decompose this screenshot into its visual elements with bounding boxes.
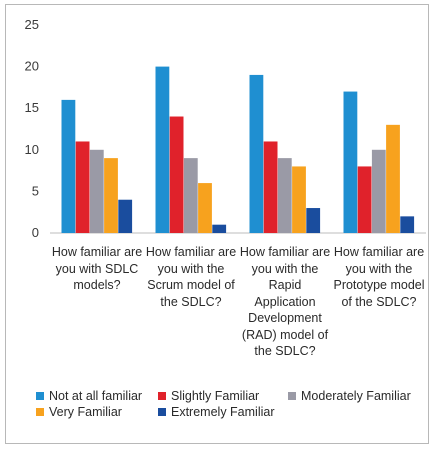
category-label-line: of the SDLC? <box>341 294 417 309</box>
legend-swatch <box>36 392 44 400</box>
bar-slightly-familiar <box>169 116 184 233</box>
legend-swatch <box>158 392 166 400</box>
category-label-line: How familiar are <box>51 245 143 259</box>
category-label-line: you with SDLC <box>55 261 139 276</box>
category-label-line: you with the <box>251 261 319 276</box>
category-label: How familiar are you with the Rapid Applica… <box>237 244 333 360</box>
category-label-line: the SDLC? <box>254 344 316 358</box>
bar-extremely-familiar <box>306 208 321 233</box>
legend-item: Very Familiar <box>36 405 122 419</box>
bar-extremely-familiar <box>400 216 415 233</box>
chart-frame: 0 5 10 15 20 25 How familiar are you with SDLC… <box>5 4 429 444</box>
legend-item: Extremely Familiar <box>158 405 275 419</box>
legend-swatch <box>36 408 44 416</box>
legend-swatch <box>158 408 166 416</box>
y-tick-label: 5 <box>32 183 39 198</box>
category-label-line: you with the <box>345 261 413 276</box>
y-tick-label: 20 <box>25 59 39 74</box>
bar-not-at-all-familiar <box>343 91 358 233</box>
legend-item: Slightly Familiar <box>158 389 259 403</box>
legend-swatch <box>288 392 296 400</box>
category-label: How familiar are you with the Prototype mo… <box>331 244 427 310</box>
bar-not-at-all-familiar <box>249 74 264 233</box>
legend-label: Very Familiar <box>49 405 122 419</box>
bar-slightly-familiar <box>75 141 90 233</box>
y-tick-label: 10 <box>25 142 39 157</box>
y-tick-label: 0 <box>32 225 39 240</box>
y-tick-label: 25 <box>25 17 39 32</box>
category-label-line: How familiar are <box>333 245 425 259</box>
bar-slightly-familiar <box>357 166 372 233</box>
bar-moderately-familiar <box>371 149 386 233</box>
category-label-line: Rapid <box>268 278 302 292</box>
category-label-line: Scrum model of <box>147 278 235 292</box>
category-label-line: the SDLC? <box>160 294 222 309</box>
category-label-line: Application <box>254 294 316 309</box>
bar-slightly-familiar <box>263 141 278 233</box>
category-label-line: models? <box>73 278 121 292</box>
bar-very-familiar <box>104 158 118 233</box>
legend-label: Extremely Familiar <box>171 405 275 419</box>
category-label-line: you with the <box>157 261 225 276</box>
bar-not-at-all-familiar <box>61 99 76 233</box>
legend-label: Moderately Familiar <box>301 389 411 403</box>
legend-item: Not at all familiar <box>36 389 142 403</box>
bar-moderately-familiar <box>277 158 292 233</box>
bar-very-familiar <box>386 124 400 233</box>
legend-item: Moderately Familiar <box>288 389 411 403</box>
category-label-line: (RAD) model of <box>241 327 329 342</box>
bar-moderately-familiar <box>89 149 104 233</box>
bar-extremely-familiar <box>118 199 133 233</box>
bar-chart: 0 5 10 15 20 25 <box>25 17 426 240</box>
bar-not-at-all-familiar <box>155 66 170 233</box>
bar-moderately-familiar <box>183 158 198 233</box>
bar-extremely-familiar <box>212 224 227 233</box>
category-label: How familiar are you with the Scrum model … <box>143 244 239 310</box>
bar-very-familiar <box>198 183 212 233</box>
category-label-line: How familiar are <box>239 245 331 259</box>
category-label-line: Prototype model <box>333 278 425 292</box>
category-label-line: How familiar are <box>145 245 237 259</box>
y-tick-label: 15 <box>25 100 39 115</box>
category-label-line: Development <box>248 311 322 325</box>
legend-label: Not at all familiar <box>49 389 143 403</box>
category-label: How familiar are you with SDLC models? <box>49 244 145 294</box>
bar-very-familiar <box>292 166 306 233</box>
legend-label: Slightly Familiar <box>171 389 260 403</box>
